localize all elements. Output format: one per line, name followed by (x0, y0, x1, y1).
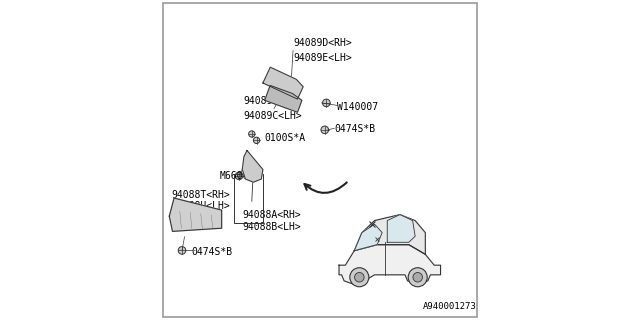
Text: 94089B<RH>: 94089B<RH> (244, 96, 303, 106)
Circle shape (178, 247, 186, 254)
Text: 0474S*B: 0474S*B (191, 247, 233, 257)
Text: 94089E<LH>: 94089E<LH> (293, 53, 352, 63)
Polygon shape (243, 150, 263, 182)
Text: 94089C<LH>: 94089C<LH> (244, 111, 303, 121)
Circle shape (253, 137, 260, 143)
Text: 94088B<LH>: 94088B<LH> (243, 222, 301, 232)
Text: 0100S*A: 0100S*A (264, 133, 306, 143)
Polygon shape (387, 215, 415, 242)
Polygon shape (339, 245, 440, 284)
Circle shape (413, 273, 422, 282)
Circle shape (321, 126, 328, 134)
Circle shape (350, 268, 369, 287)
Circle shape (236, 172, 243, 180)
Circle shape (355, 273, 364, 282)
Circle shape (408, 268, 428, 287)
Polygon shape (170, 198, 221, 231)
Text: 94088U<LH>: 94088U<LH> (171, 201, 230, 211)
Text: 94088A<RH>: 94088A<RH> (243, 210, 301, 220)
Circle shape (248, 131, 255, 137)
Polygon shape (265, 85, 302, 112)
Text: 0474S*B: 0474S*B (334, 124, 376, 134)
Text: A940001273: A940001273 (423, 302, 477, 311)
Bar (234, 174, 263, 223)
Text: W140007: W140007 (337, 102, 379, 112)
Text: 94088T<RH>: 94088T<RH> (171, 190, 230, 200)
Polygon shape (263, 67, 303, 99)
Text: M660033: M660033 (220, 172, 261, 181)
Polygon shape (355, 215, 426, 254)
Circle shape (323, 99, 330, 107)
Text: 94089D<RH>: 94089D<RH> (293, 38, 352, 48)
Polygon shape (355, 224, 382, 251)
